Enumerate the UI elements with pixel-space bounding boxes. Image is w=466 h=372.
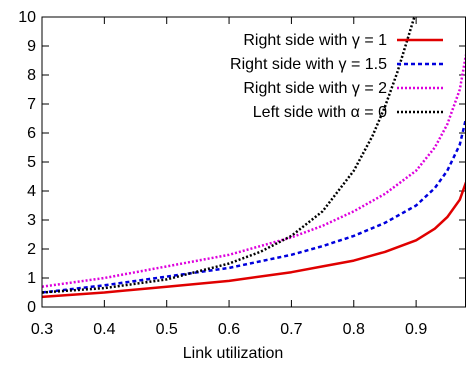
y-tick-label: 2: [27, 241, 36, 258]
x-axis-label: Link utilization: [182, 345, 284, 362]
y-tick-label: 5: [27, 154, 36, 171]
x-tick-label: 0.3: [31, 321, 53, 338]
y-tick-label: 0: [27, 299, 36, 316]
legend-label-4: Left side with α = 0: [253, 104, 387, 121]
series-line-2: [42, 118, 466, 294]
series-line-3: [42, 54, 466, 288]
legend-label-2: Right side with γ = 1.5: [230, 56, 387, 73]
y-tick-label: 8: [27, 67, 36, 84]
series-line-1: [42, 181, 466, 299]
x-tick-label: 0.6: [218, 321, 240, 338]
legend-label-3: Right side with γ = 2: [243, 80, 387, 97]
series-line-4: [42, 17, 416, 294]
legend-label-1: Right side with γ = 1: [243, 32, 387, 49]
series-lines: [42, 17, 466, 299]
x-tick-label: 0.4: [93, 321, 115, 338]
y-tick-label: 4: [27, 183, 36, 200]
x-tick-label: 0.9: [405, 321, 427, 338]
y-tick-label: 3: [27, 212, 36, 229]
y-tick-label: 10: [18, 9, 36, 26]
y-tick-label: 9: [27, 38, 36, 55]
y-tick-label: 1: [27, 270, 36, 287]
x-tick-label: 0.5: [156, 321, 178, 338]
x-tick-label: 0.8: [343, 321, 365, 338]
axis-ticks: 0 1 2 3 4 5 6 7 8 9 10 0.3 0.4 0.5 0.6 0.7 0.8 0.9: [18, 9, 466, 338]
y-tick-label: 6: [27, 125, 36, 142]
legend: Right side with γ = 1 Right side with γ =…: [230, 32, 443, 121]
y-tick-label: 7: [27, 96, 36, 113]
x-tick-label: 0.7: [280, 321, 302, 338]
